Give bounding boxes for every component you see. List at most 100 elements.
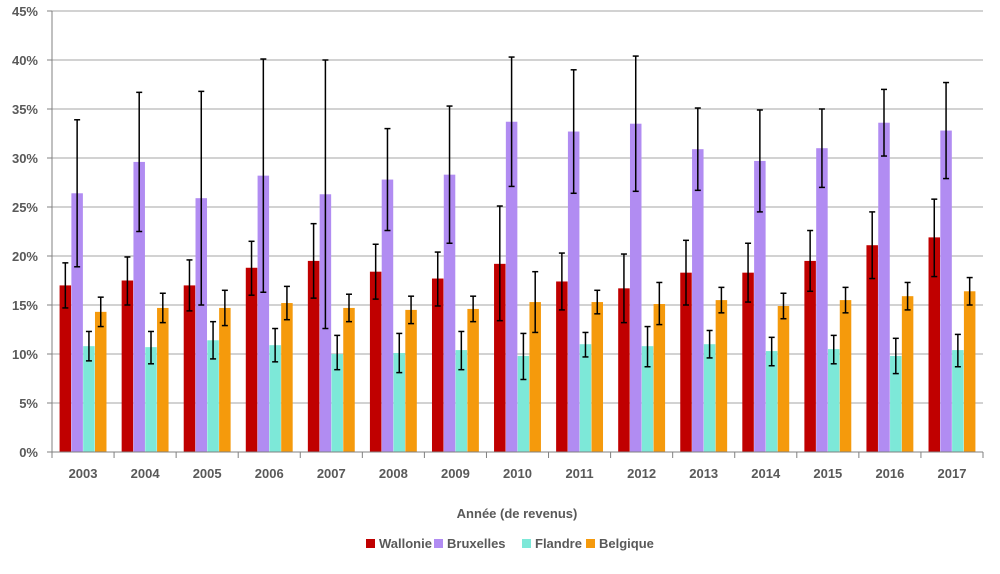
legend: Wallonie Bruxelles Flandre Belgique bbox=[366, 536, 654, 551]
bar-wallonie bbox=[742, 272, 754, 452]
y-axis-ticks: 0% 5% 10% 15% 20% 25% 30% 35% 40% 45% bbox=[12, 4, 52, 460]
x-axis-label: Année (de revenus) bbox=[457, 506, 578, 521]
legend-label-belgique: Belgique bbox=[599, 536, 654, 551]
bar-belgique bbox=[963, 291, 976, 452]
legend-label-bruxelles: Bruxelles bbox=[447, 536, 506, 551]
y-tick-label: 40% bbox=[12, 53, 38, 68]
bar-belgique bbox=[715, 300, 728, 452]
bar-wallonie bbox=[431, 278, 444, 452]
legend-label-wallonie: Wallonie bbox=[379, 536, 432, 551]
y-tick-label: 35% bbox=[12, 102, 38, 117]
legend-swatch-bruxelles bbox=[434, 539, 443, 548]
bar-belgique bbox=[591, 302, 604, 452]
y-tick-label: 45% bbox=[12, 4, 38, 19]
x-tick-label: 2011 bbox=[565, 466, 593, 481]
bar-bruxelles bbox=[195, 198, 208, 452]
x-tick-label: 2008 bbox=[379, 466, 408, 481]
bar-flandre bbox=[331, 354, 343, 452]
bar-belgique bbox=[219, 307, 231, 452]
y-tick-label: 15% bbox=[12, 298, 38, 313]
bar-wallonie bbox=[556, 281, 568, 452]
bar-flandre bbox=[890, 355, 902, 452]
bar-flandre bbox=[455, 350, 468, 452]
bar-bruxelles bbox=[505, 121, 518, 453]
legend-swatch-belgique bbox=[586, 539, 595, 548]
bar-wallonie bbox=[928, 237, 941, 452]
bar-wallonie bbox=[245, 267, 258, 452]
bar-bruxelles bbox=[257, 175, 270, 452]
gridlines bbox=[52, 10, 983, 404]
bar-flandre bbox=[145, 347, 157, 452]
bar-wallonie bbox=[183, 285, 196, 452]
bar-flandre bbox=[269, 345, 281, 452]
bar-flandre bbox=[207, 340, 219, 452]
y-tick-label: 20% bbox=[12, 249, 38, 264]
bar-wallonie bbox=[804, 260, 816, 452]
bar-flandre bbox=[393, 353, 406, 452]
bar-bruxelles bbox=[692, 149, 704, 452]
bar-belgique bbox=[157, 307, 169, 452]
x-axis-ticks: 2003 2004 2005 2006 2007 2008 2009 2010 2011 2012… bbox=[51, 452, 984, 481]
legend-swatch-flandre bbox=[522, 539, 531, 548]
legend-swatch-wallonie bbox=[366, 539, 375, 548]
y-tick-label: 30% bbox=[12, 151, 38, 166]
bar-belgique bbox=[281, 303, 293, 452]
bar-bruxelles bbox=[629, 123, 642, 452]
bar-flandre bbox=[827, 349, 840, 452]
x-tick-label: 2013 bbox=[689, 466, 718, 481]
bar-wallonie bbox=[680, 272, 692, 452]
bar-wallonie bbox=[618, 288, 630, 452]
x-tick-label: 2012 bbox=[627, 466, 656, 481]
bar-bruxelles bbox=[754, 160, 766, 452]
bar-belgique bbox=[839, 300, 852, 452]
bar-bruxelles bbox=[567, 131, 580, 453]
x-tick-label: 2015 bbox=[813, 466, 842, 481]
bar-bruxelles bbox=[381, 179, 394, 452]
bar-wallonie bbox=[121, 280, 134, 452]
x-tick-label: 2004 bbox=[131, 466, 161, 481]
x-tick-label: 2009 bbox=[441, 466, 470, 481]
bar-flandre bbox=[703, 344, 716, 452]
bar-bruxelles bbox=[71, 193, 83, 452]
bar-belgique bbox=[405, 309, 417, 452]
x-tick-label: 2016 bbox=[875, 466, 904, 481]
error-bars bbox=[62, 55, 973, 381]
bar-wallonie bbox=[59, 285, 72, 452]
bar-bruxelles bbox=[878, 122, 890, 452]
bar-wallonie bbox=[494, 263, 506, 452]
bar-belgique bbox=[901, 296, 914, 452]
x-tick-label: 2014 bbox=[751, 466, 781, 481]
bar-flandre bbox=[952, 350, 964, 452]
bar-wallonie bbox=[369, 271, 382, 452]
x-tick-label: 2005 bbox=[193, 466, 222, 481]
y-tick-label: 10% bbox=[12, 347, 38, 362]
bar-wallonie bbox=[307, 260, 320, 452]
bar-belgique bbox=[777, 305, 790, 452]
x-tick-label: 2007 bbox=[317, 466, 346, 481]
bar-flandre bbox=[579, 344, 592, 452]
bar-bruxelles bbox=[133, 161, 145, 453]
y-tick-label: 5% bbox=[19, 396, 38, 411]
x-tick-label: 2017 bbox=[938, 466, 967, 481]
bar-bruxelles bbox=[443, 174, 456, 452]
bar-flandre bbox=[641, 346, 654, 452]
x-tick-label: 2010 bbox=[503, 466, 532, 481]
bar-flandre bbox=[765, 351, 778, 452]
bar-belgique bbox=[343, 307, 355, 452]
bar-bruxelles bbox=[940, 130, 952, 452]
bar-flandre bbox=[517, 355, 530, 452]
y-tick-label: 0% bbox=[19, 445, 38, 460]
y-tick-label: 25% bbox=[12, 200, 38, 215]
x-tick-label: 2003 bbox=[69, 466, 98, 481]
bars bbox=[59, 121, 976, 453]
legend-label-flandre: Flandre bbox=[535, 536, 582, 551]
axes bbox=[51, 11, 983, 453]
bar-belgique bbox=[94, 311, 107, 452]
bar-wallonie bbox=[866, 245, 878, 452]
x-tick-label: 2006 bbox=[255, 466, 284, 481]
bar-belgique bbox=[467, 308, 479, 452]
bar-flandre bbox=[83, 346, 95, 452]
bar-bruxelles bbox=[816, 148, 828, 452]
bar-belgique bbox=[529, 302, 541, 452]
